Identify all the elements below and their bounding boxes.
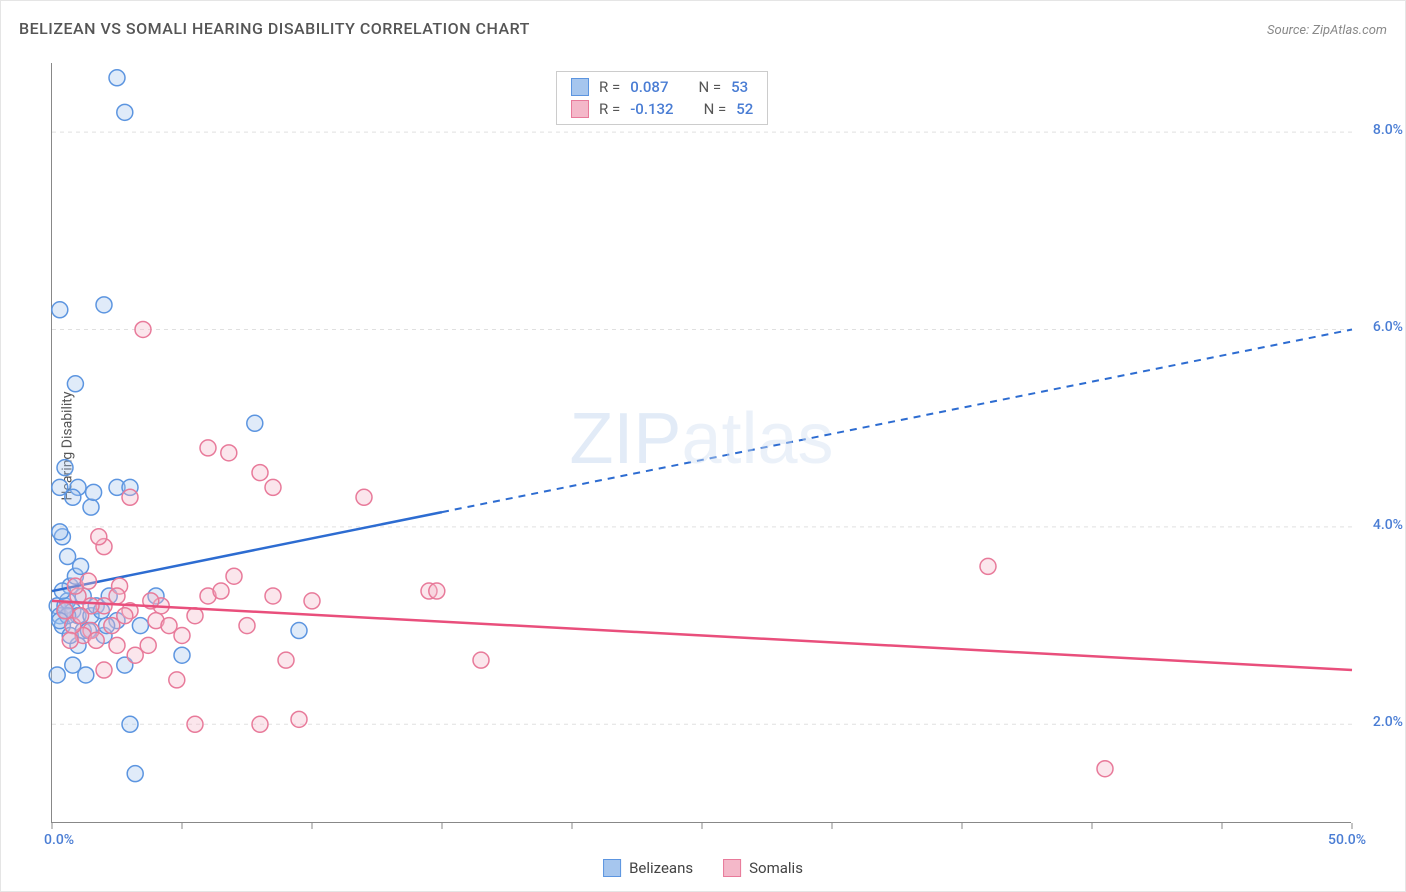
legend-label-1: Somalis	[749, 859, 803, 877]
chart-container: BELIZEAN VS SOMALI HEARING DISABILITY CO…	[0, 0, 1406, 892]
swatch-belizeans	[571, 78, 589, 96]
plot-area: ZIPatlas 2.0%4.0%6.0%8.0%0.0%50.0%	[51, 63, 1351, 823]
x-tick-label: 0.0%	[44, 832, 74, 848]
legend-swatch-somalis	[723, 859, 741, 877]
r-value-0: 0.087	[630, 78, 668, 96]
legend-swatch-belizeans	[603, 859, 621, 877]
chart-title: BELIZEAN VS SOMALI HEARING DISABILITY CO…	[19, 19, 530, 38]
n-value-0: 53	[731, 78, 748, 96]
legend-label-0: Belizeans	[629, 859, 693, 877]
chart-source: Source: ZipAtlas.com	[1267, 23, 1387, 38]
x-tick-label: 50.0%	[1328, 832, 1366, 848]
swatch-somalis	[571, 100, 589, 118]
y-tick-label: 4.0%	[1373, 517, 1403, 533]
r-label-0: R =	[599, 78, 620, 96]
r-label-1: R =	[599, 100, 620, 118]
stat-row-somalis: R = -0.132 N = 52	[557, 98, 767, 120]
stat-row-belizeans: R = 0.087 N = 53	[557, 76, 767, 98]
n-value-1: 52	[736, 100, 753, 118]
r-value-1: -0.132	[630, 100, 673, 118]
n-label-1: N =	[704, 100, 727, 118]
plot-svg	[52, 63, 1351, 822]
n-label-0: N =	[698, 78, 721, 96]
bottom-legend: Belizeans Somalis	[603, 859, 803, 877]
legend-item-belizeans: Belizeans	[603, 859, 693, 877]
stat-legend: R = 0.087 N = 53 R = -0.132 N = 52	[556, 71, 768, 125]
y-tick-label: 8.0%	[1373, 122, 1403, 138]
legend-item-somalis: Somalis	[723, 859, 803, 877]
y-tick-label: 6.0%	[1373, 319, 1403, 335]
y-tick-label: 2.0%	[1373, 714, 1403, 730]
